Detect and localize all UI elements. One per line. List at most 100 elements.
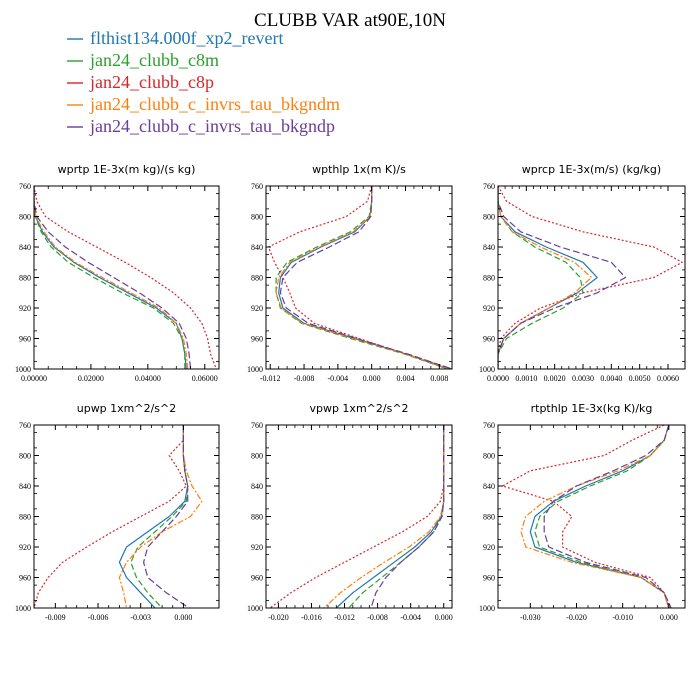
x-tick-label: -0.012 xyxy=(334,613,355,622)
y-tick-label: 800 xyxy=(251,452,263,461)
series-line xyxy=(498,186,584,369)
y-tick-label: 840 xyxy=(19,243,31,252)
y-tick-label: 760 xyxy=(251,182,263,191)
x-tick-label: 0.04000 xyxy=(135,374,161,383)
series-group xyxy=(267,186,452,369)
y-tick-label: 920 xyxy=(19,543,31,552)
y-tick-label: 760 xyxy=(19,182,31,191)
x-tick-label: -0.008 xyxy=(294,374,315,383)
series-line xyxy=(34,186,187,369)
legend-label: jan24_clubb_c8p xyxy=(89,72,214,92)
legend-entry: flthist134.000f_xp2_revert xyxy=(67,28,283,48)
panel-grid: wprtp 1E-3x(m kg)/(s kg) 760 800 840 880 920 9… xyxy=(15,163,686,622)
x-tick-label: -0.006 xyxy=(88,613,109,622)
series-group xyxy=(34,425,203,608)
panel-title: wpthlp 1x(m K)/s xyxy=(312,163,406,176)
plot-frame xyxy=(497,424,686,609)
y-tick-label: 920 xyxy=(251,304,263,313)
legend-entry: jan24_clubb_c8m xyxy=(67,50,219,70)
legend-entry: jan24_clubb_c8p xyxy=(67,72,214,92)
series-line xyxy=(34,186,192,369)
y-tick-label: 960 xyxy=(19,574,31,583)
y-tick-label: 960 xyxy=(483,335,495,344)
x-tick-label: 0.0040 xyxy=(600,374,622,383)
x-tick-label: -0.020 xyxy=(566,613,587,622)
y-tick-label: 800 xyxy=(19,213,31,222)
legend-label: jan24_clubb_c_invrs_tau_bkgndp xyxy=(89,116,335,136)
x-tick-label: 0.0030 xyxy=(572,374,594,383)
x-tick-label: 0.004 xyxy=(397,374,415,383)
y-tick-label: 880 xyxy=(251,513,263,522)
series-group xyxy=(269,425,445,608)
y-tick-label: 840 xyxy=(251,243,263,252)
y-tick-label: 800 xyxy=(483,213,495,222)
chart-panel: rtpthlp 1E-3x(kg K)/kg 760 800 840 880 920 960… xyxy=(479,402,686,622)
series-group xyxy=(498,186,683,369)
y-tick-label: 800 xyxy=(251,213,263,222)
series-line xyxy=(267,186,452,369)
series-line xyxy=(118,425,189,608)
y-tick-label: 880 xyxy=(19,513,31,522)
x-tick-label: -0.016 xyxy=(301,613,322,622)
x-tick-label: -0.008 xyxy=(367,613,388,622)
series-line xyxy=(370,425,445,608)
y-tick-label: 1000 xyxy=(479,604,495,613)
series-line xyxy=(498,186,593,369)
series-line xyxy=(520,425,670,608)
x-tick-label: -0.012 xyxy=(260,374,281,383)
y-tick-label: 760 xyxy=(483,182,495,191)
series-line xyxy=(498,186,627,369)
x-tick-label: 0.0020 xyxy=(544,374,566,383)
chart-panel: wprcp 1E-3x(m/s) (kg/kg) 760 800 840 880 920 9… xyxy=(479,163,686,383)
legend: flthist134.000f_xp2_revertjan24_clubb_c8… xyxy=(67,28,340,136)
y-tick-label: 920 xyxy=(19,304,31,313)
x-tick-label: 0.000 xyxy=(363,374,381,383)
x-tick-label: -0.020 xyxy=(268,613,289,622)
series-line xyxy=(275,186,448,369)
series-line xyxy=(279,186,452,369)
y-tick-label: 920 xyxy=(251,543,263,552)
legend-label: jan24_clubb_c8m xyxy=(89,50,219,70)
panel-title: wprtp 1E-3x(m kg)/(s kg) xyxy=(58,163,196,176)
chart-panel: upwp 1xm^2/s^2 760 800 840 880 920 960 1000 -0.0… xyxy=(15,402,220,622)
x-tick-label: 0.000 xyxy=(660,613,678,622)
panel-title: rtpthlp 1E-3x(kg K)/kg xyxy=(531,402,653,415)
y-tick-label: 1000 xyxy=(15,604,31,613)
x-tick-label: -0.004 xyxy=(400,613,421,622)
plot-frame xyxy=(33,424,220,609)
x-tick-label: 0.0000 xyxy=(487,374,509,383)
y-tick-label: 840 xyxy=(483,243,495,252)
plot-frame xyxy=(265,424,453,609)
y-tick-label: 840 xyxy=(483,482,495,491)
series-line xyxy=(269,425,445,608)
y-tick-label: 880 xyxy=(483,274,495,283)
series-group xyxy=(34,186,217,369)
y-tick-label: 800 xyxy=(483,452,495,461)
series-line xyxy=(323,425,445,608)
series-line xyxy=(34,186,186,369)
y-tick-label: 760 xyxy=(19,421,31,430)
x-tick-label: -0.010 xyxy=(612,613,633,622)
x-tick-label: -0.004 xyxy=(328,374,349,383)
legend-entry: jan24_clubb_c_invrs_tau_bkgndp xyxy=(67,116,335,136)
x-tick-label: -0.009 xyxy=(45,613,66,622)
y-tick-label: 960 xyxy=(251,574,263,583)
figure-title: CLUBB VAR at90E,10N xyxy=(254,10,446,31)
y-tick-label: 760 xyxy=(483,421,495,430)
series-line xyxy=(543,425,672,608)
series-line xyxy=(34,186,189,369)
series-line xyxy=(275,186,450,369)
series-line xyxy=(502,425,670,608)
series-group xyxy=(502,425,672,608)
panel-title: upwp 1xm^2/s^2 xyxy=(77,402,177,415)
series-line xyxy=(34,186,217,369)
y-tick-label: 880 xyxy=(19,274,31,283)
x-tick-label: 0.000 xyxy=(174,613,192,622)
x-tick-label: 0.0010 xyxy=(515,374,537,383)
y-tick-label: 960 xyxy=(251,335,263,344)
y-tick-label: 880 xyxy=(483,513,495,522)
chart-panel: wprtp 1E-3x(m kg)/(s kg) 760 800 840 880 920 9… xyxy=(15,163,220,383)
x-tick-label: 0.00000 xyxy=(21,374,47,383)
y-tick-label: 840 xyxy=(251,482,263,491)
